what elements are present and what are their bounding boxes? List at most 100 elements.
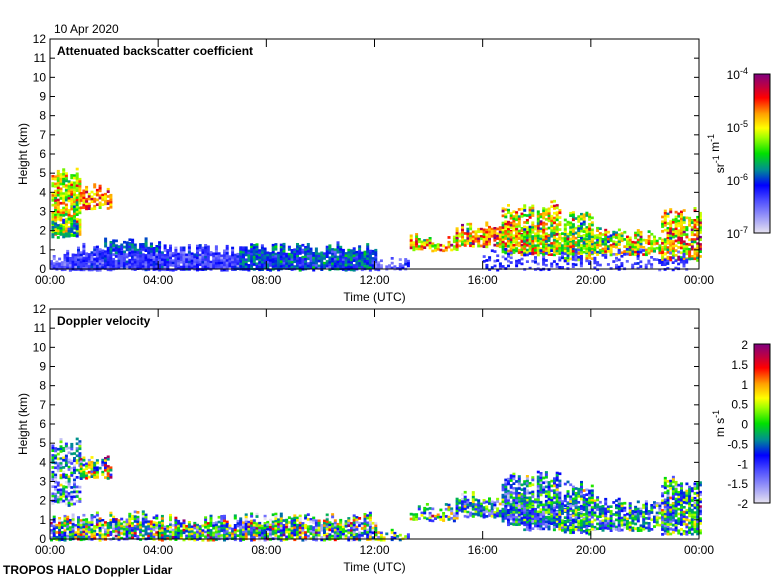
data-cell [82, 521, 85, 524]
data-cell [531, 518, 534, 521]
data-cell [526, 504, 529, 507]
data-cell [496, 228, 499, 231]
data-cell [57, 199, 60, 202]
data-cell [57, 175, 60, 178]
data-cell [518, 518, 521, 521]
data-cell [521, 488, 524, 491]
data-cell [172, 524, 175, 527]
data-cell [91, 514, 94, 517]
data-cell [239, 260, 242, 263]
data-cell [561, 244, 564, 247]
data-cell [62, 459, 65, 462]
data-cell [553, 200, 556, 203]
data-cell [88, 531, 91, 534]
data-cell [126, 241, 129, 244]
colorbar [754, 74, 770, 233]
data-cell [521, 505, 524, 508]
data-cell [174, 256, 177, 259]
data-cell [637, 244, 640, 247]
data-cell [531, 500, 534, 503]
data-cell [631, 241, 634, 244]
data-cell [596, 261, 599, 264]
data-cell [307, 513, 310, 516]
data-cell [518, 244, 521, 247]
data-cell [291, 256, 294, 259]
data-cell [610, 237, 613, 240]
data-cell [80, 524, 83, 527]
data-cell [65, 503, 68, 506]
data-cell [88, 198, 91, 201]
data-cell [134, 246, 137, 249]
data-cell [531, 520, 534, 523]
data-cell [65, 225, 68, 228]
data-cell [101, 459, 104, 462]
data-cell [577, 232, 580, 235]
data-cell [483, 509, 486, 512]
data-cell [667, 222, 670, 225]
data-cell [57, 187, 60, 190]
data-cell [358, 524, 361, 527]
data-cell [575, 254, 578, 257]
data-cell [569, 250, 572, 253]
data-cell [550, 222, 553, 225]
data-cell [567, 247, 570, 250]
data-cell [593, 259, 596, 262]
data-cell [82, 243, 85, 246]
data-cell [542, 489, 545, 492]
data-cell [337, 525, 340, 528]
data-cell [204, 246, 207, 249]
data-cell [415, 516, 418, 519]
data-cell [529, 526, 532, 529]
data-cell [185, 527, 188, 530]
data-cell [109, 194, 112, 197]
data-cell [526, 249, 529, 252]
data-cell [685, 250, 688, 253]
data-cell [531, 508, 534, 511]
data-cell [366, 250, 369, 253]
data-cell [472, 240, 475, 243]
data-cell [73, 479, 76, 482]
data-cell [353, 252, 356, 255]
data-cell [296, 517, 299, 520]
data-cell [73, 213, 76, 216]
data-cell [57, 208, 60, 211]
data-cell [577, 227, 580, 230]
data-cell [301, 529, 304, 532]
data-cell [569, 229, 572, 232]
data-cell [540, 477, 543, 480]
data-cell [65, 184, 68, 187]
data-cell [180, 247, 183, 250]
data-cell [161, 515, 164, 518]
data-cell [404, 535, 407, 538]
data-cell [226, 252, 229, 255]
data-cell [312, 264, 315, 267]
data-cell [553, 260, 556, 263]
data-cell [128, 530, 131, 533]
data-cell [169, 252, 172, 255]
data-cell [118, 526, 121, 529]
y-tick-label: 6 [39, 147, 46, 161]
data-cell [61, 534, 64, 537]
data-cell [91, 196, 94, 199]
data-cell [545, 252, 548, 255]
data-cell [675, 223, 678, 226]
data-cell [407, 262, 410, 265]
data-cell [680, 213, 683, 216]
data-cell [62, 178, 65, 181]
data-cell [54, 175, 57, 178]
data-cell [640, 231, 643, 234]
data-cell [68, 218, 71, 221]
data-cell [72, 254, 75, 257]
data-cell [515, 228, 518, 231]
data-cell [65, 218, 68, 221]
data-cell [466, 228, 469, 231]
data-cell [274, 518, 277, 521]
data-cell [70, 193, 73, 196]
data-cell [57, 204, 60, 207]
data-cell [65, 213, 68, 216]
data-cell [70, 453, 73, 456]
data-cell [177, 262, 180, 265]
data-cell [688, 217, 691, 220]
data-cell [650, 266, 653, 269]
data-cell [437, 514, 440, 517]
